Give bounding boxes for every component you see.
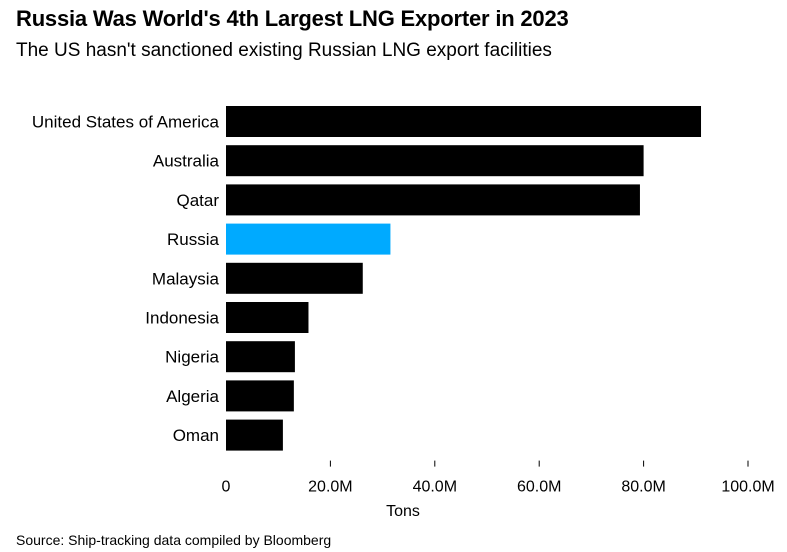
chart-subtitle: The US hasn't sanctioned existing Russia…: [16, 40, 552, 61]
bar-oman: [226, 419, 283, 451]
x-tick-label: 40.0M: [413, 479, 457, 496]
x-tick-label: 100.0M: [721, 479, 774, 496]
x-tick-label: 60.0M: [517, 479, 561, 496]
category-label: Malaysia: [152, 269, 220, 288]
bar-russia: [226, 223, 391, 255]
bar-chart: United States of America Australia Qatar Ru…: [32, 106, 775, 520]
x-tick-label: 0: [222, 479, 231, 496]
bar-qatar: [226, 184, 640, 216]
category-label: Indonesia: [145, 309, 219, 328]
bar-united-states-of-america: [226, 106, 702, 137]
x-axis-label: Tons: [386, 503, 420, 520]
x-tick-label: 20.0M: [308, 479, 352, 496]
category-label: Qatar: [176, 191, 219, 210]
bar-australia: [226, 145, 644, 177]
category-label: Australia: [153, 152, 220, 171]
bar-malaysia: [226, 262, 363, 294]
category-label: Russia: [167, 230, 220, 249]
category-label: Algeria: [166, 387, 219, 406]
bar-indonesia: [226, 302, 309, 333]
bar-nigeria: [226, 341, 295, 373]
category-label: Nigeria: [165, 348, 219, 367]
bar-algeria: [226, 380, 294, 412]
category-label: United States of America: [32, 113, 220, 132]
source-note: Source: Ship-tracking data compiled by B…: [16, 532, 332, 548]
chart-title: Russia Was World's 4th Largest LNG Expor…: [16, 6, 569, 31]
category-label: Oman: [173, 426, 219, 445]
x-tick-label: 80.0M: [621, 479, 665, 496]
